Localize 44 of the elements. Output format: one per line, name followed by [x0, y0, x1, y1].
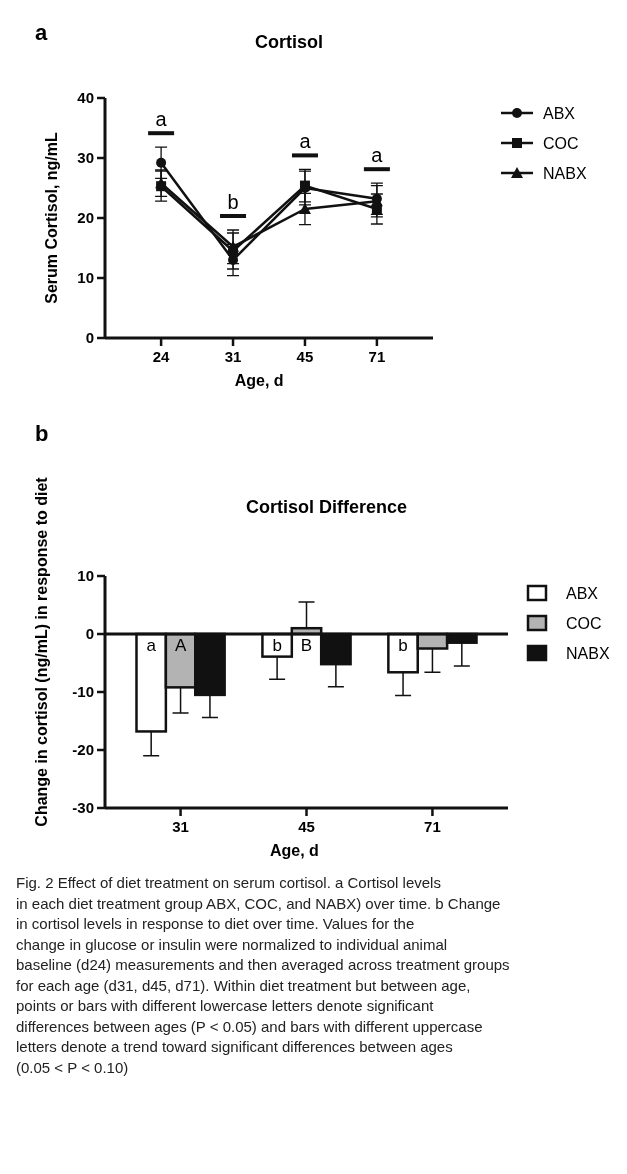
y-tick-label: -30 [72, 799, 94, 817]
x-axis-title: Age, d [269, 842, 319, 859]
chart-title: Cortisol [254, 32, 324, 52]
text: Fig. 2 Effect of diet treatment on serum cortisol. a Cortisol levels in each diet treatment group ABX, COC, and NABX) over time. b Change in cortisol levels in response to diet over time. Values for the change in glucose or insulin were normalized to individual animal baseline (d24) measurements and then averaged across treatment groups for each age (d31, d45, d71). Within diet treatment but between age, points or bars with different lowercase letters denote significant differences between ages (P < 0.05) and bars with different uppercase letters denote a trend toward significant differences between ages (0.05 < P < 0.10) [16, 874, 510, 1076]
chart-title: Cortisol Difference [245, 497, 408, 517]
x-tick-label: 71 [424, 818, 441, 835]
y-tick-label: 20 [77, 209, 94, 227]
data-label: A [174, 636, 187, 655]
x-tick-label: 45 [298, 818, 315, 835]
legend-label: COC [566, 614, 602, 632]
data-label: b [272, 636, 282, 655]
annotation: a [371, 144, 384, 167]
x-tick-label: 45 [296, 348, 314, 365]
legend-label: ABX [566, 584, 599, 602]
y-axis-title: Change in cortisol (ng/mL) in response to diet [33, 476, 50, 827]
legend-label: COC [543, 134, 579, 152]
text: b [35, 421, 49, 446]
data-label: a [146, 636, 157, 655]
y-tick-label: 40 [77, 89, 94, 107]
x-tick-label: 24 [152, 348, 171, 365]
x-tick-label: 31 [224, 348, 242, 365]
data-label: B [300, 636, 313, 655]
legend-label: NABX [566, 644, 610, 662]
legend-label: NABX [543, 164, 587, 182]
y-tick-label: -20 [72, 741, 94, 759]
annotation: b [227, 191, 239, 213]
annotation: a [299, 130, 312, 153]
y-tick-label: 0 [85, 329, 94, 347]
data-label: b [398, 636, 408, 655]
y-tick-label: 30 [77, 149, 94, 167]
point [156, 157, 167, 168]
y-axis-title: Serum Cortisol, ng/mL [43, 131, 60, 304]
y-tick-label: 10 [77, 269, 94, 287]
y-tick-label: -10 [72, 683, 94, 701]
legend-label: ABX [543, 104, 576, 122]
point [227, 240, 240, 252]
point [298, 203, 311, 214]
x-tick-label: 71 [368, 348, 386, 365]
annotation: a [155, 108, 168, 131]
y-tick-label: 0 [85, 625, 94, 643]
y-tick-label: 10 [77, 567, 94, 585]
x-axis-title: Age, d [234, 372, 284, 389]
text: a [35, 20, 48, 45]
x-tick-label: 31 [172, 818, 189, 835]
